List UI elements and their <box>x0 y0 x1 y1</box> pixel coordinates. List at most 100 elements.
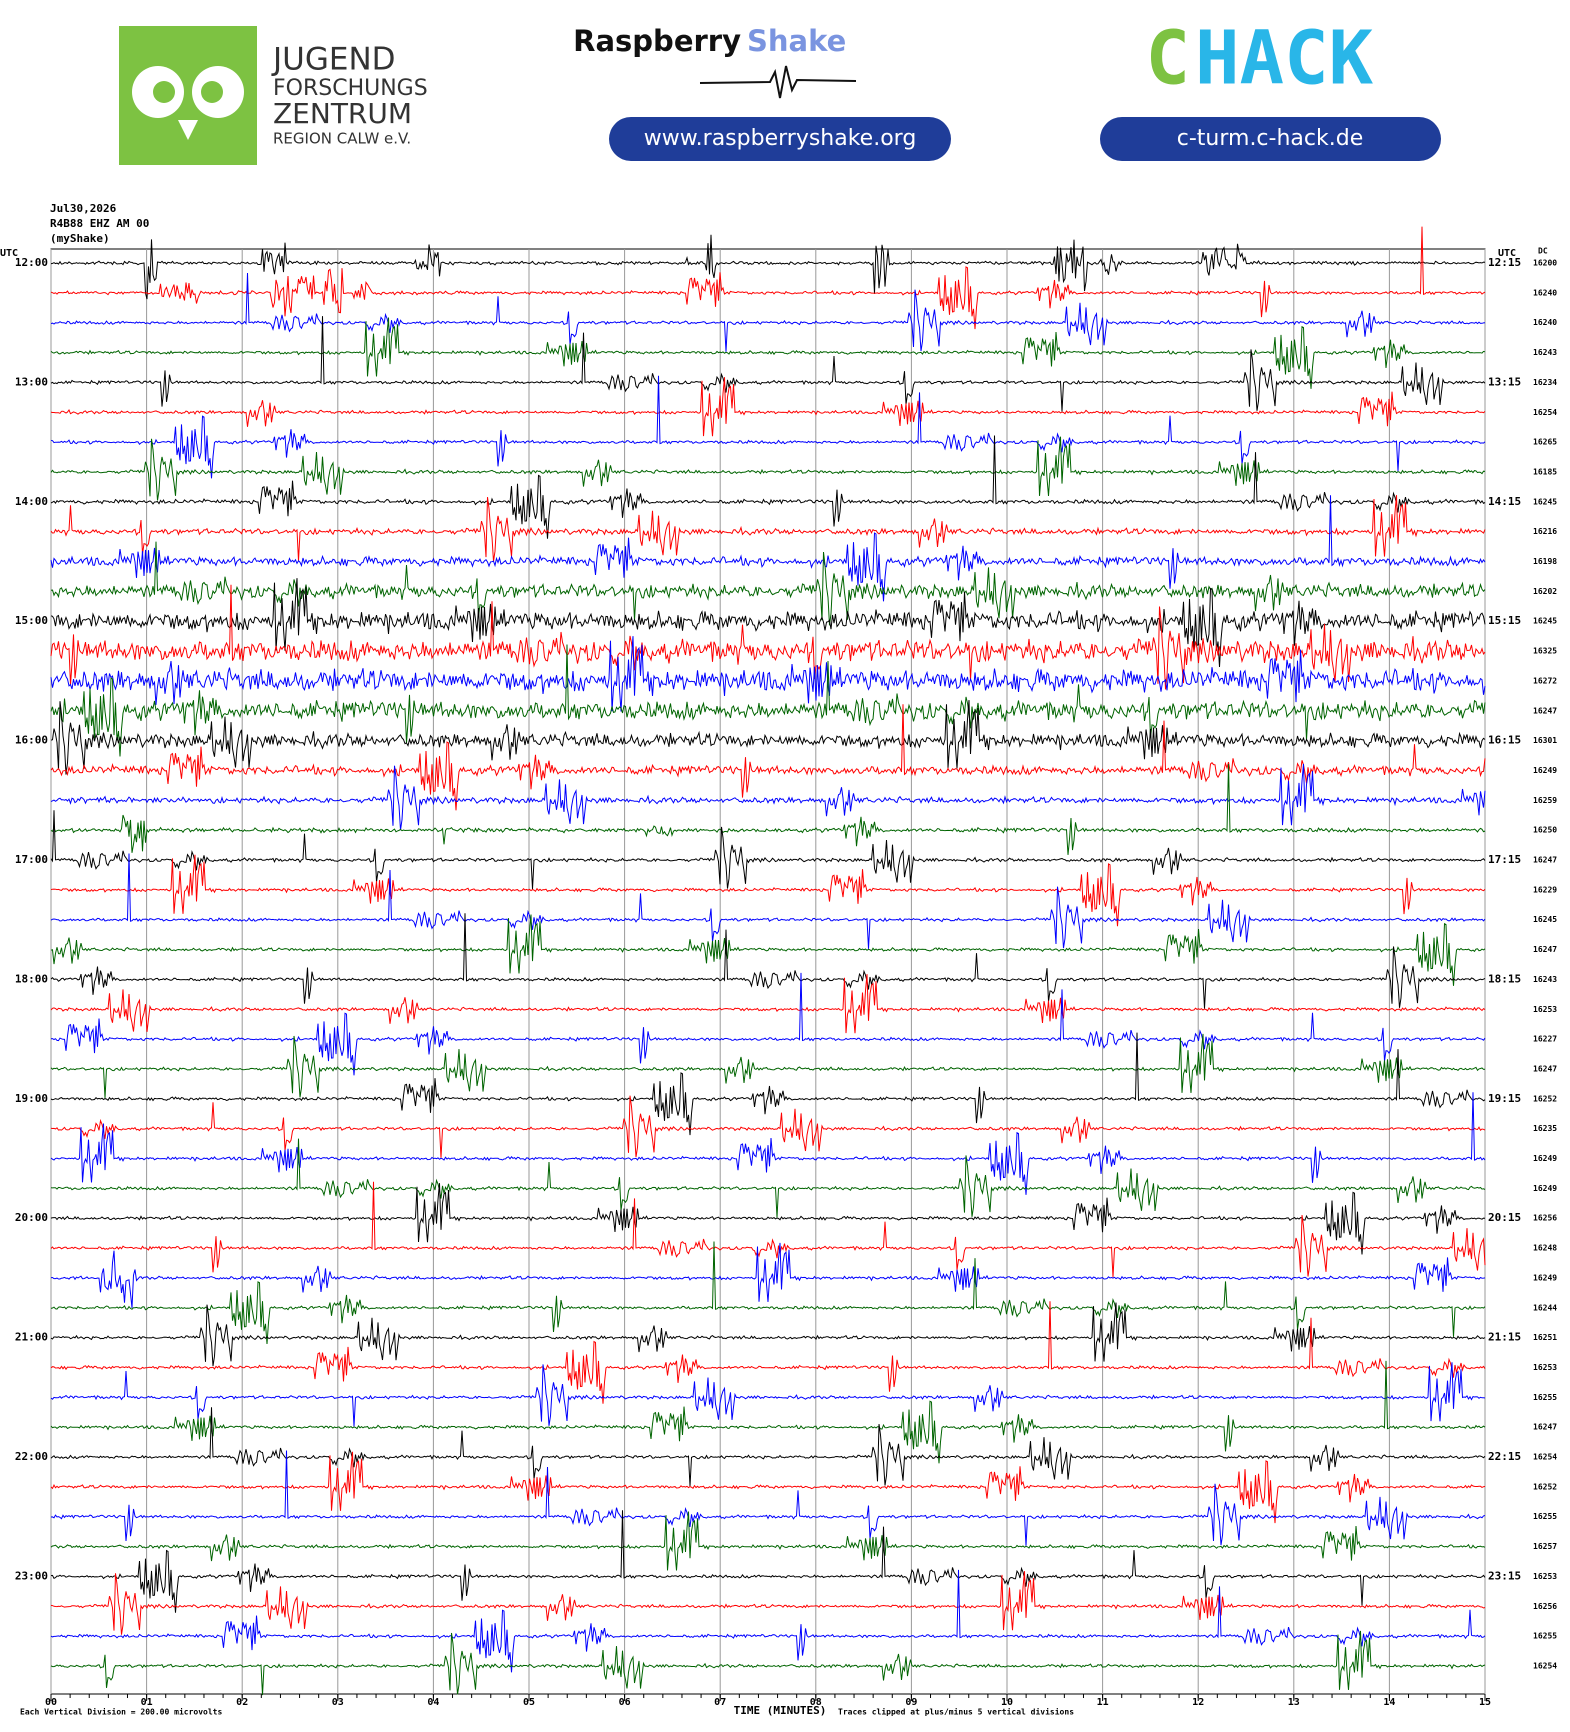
dc-value: 16254 <box>1533 408 1557 417</box>
trace <box>50 316 1486 412</box>
y-tick-label: 14:00 <box>15 495 48 508</box>
dc-value: 16255 <box>1533 1393 1557 1402</box>
trace <box>50 854 1486 927</box>
dc-value: 16253 <box>1533 1363 1557 1372</box>
right-tick-label: 19:15 <box>1488 1092 1521 1105</box>
jfz-text: JUGEND <box>271 42 396 78</box>
x-tick-label: 12 <box>1192 1697 1204 1708</box>
x-tick-label: 13 <box>1288 1697 1300 1708</box>
right-tick-label: 22:15 <box>1488 1450 1521 1463</box>
trace <box>50 914 1486 986</box>
scale-note: Each Vertical Division = 200.00 microvol… <box>20 1707 222 1717</box>
owl-pupil <box>201 81 223 103</box>
y-tick-label: 23:00 <box>15 1569 48 1582</box>
trace <box>50 317 1486 389</box>
trace <box>50 1630 1486 1696</box>
trace <box>50 1451 1486 1524</box>
trace <box>50 541 1486 626</box>
dc-value: 16252 <box>1533 1482 1557 1491</box>
trace <box>50 1569 1486 1673</box>
trace <box>50 644 1486 757</box>
right-unit: UTC <box>1498 248 1516 259</box>
chack-hack: HACK <box>1195 16 1374 102</box>
x-tick-label: 08 <box>810 1697 822 1708</box>
plot-frame <box>50 248 1486 1695</box>
dc-value: 16253 <box>1533 1005 1557 1014</box>
y-tick-label: 21:00 <box>15 1331 48 1344</box>
right-tick-label: 14:15 <box>1488 495 1521 508</box>
trace <box>50 972 1486 1076</box>
right-tick-label: 21:15 <box>1488 1331 1521 1344</box>
station: R4B88 EHZ AM 00 <box>50 217 149 230</box>
dc-value: 16253 <box>1533 1572 1557 1581</box>
right-tick-label: 18:15 <box>1488 972 1521 985</box>
right-tick-label: 15:15 <box>1488 614 1521 627</box>
jfz-text: FORSCHUNGS <box>273 76 428 101</box>
trace <box>50 810 1486 890</box>
dc-value: 16234 <box>1533 378 1557 387</box>
right-tick-label: 12:15 <box>1488 256 1521 269</box>
trace <box>50 272 1486 352</box>
url-text[interactable]: www.raspberryshake.org <box>644 126 917 151</box>
trace <box>50 1032 1486 1136</box>
dc-value: 16216 <box>1533 527 1557 536</box>
trace <box>50 1360 1486 1464</box>
trace <box>50 700 1486 775</box>
y-tick-label: 15:00 <box>15 614 48 627</box>
dc-value: 16255 <box>1533 1512 1557 1521</box>
x-tick-label: 03 <box>332 1697 344 1708</box>
dc-value: 16247 <box>1533 1423 1557 1432</box>
y-tick-label: 17:00 <box>15 853 48 866</box>
x-tick-label: 10 <box>1001 1697 1013 1708</box>
date: Jul30,2026 <box>50 202 117 215</box>
url-text[interactable]: c-turm.c-hack.de <box>1177 126 1363 151</box>
trace <box>50 578 1486 668</box>
trace <box>50 1407 1486 1487</box>
right-tick-label: 17:15 <box>1488 853 1521 866</box>
source: (myShake) <box>50 232 110 245</box>
x-tick-label: 04 <box>427 1697 439 1708</box>
dc-value: 16256 <box>1533 1214 1557 1223</box>
dc-value: 16249 <box>1533 1273 1557 1282</box>
x-tick-label: 15 <box>1479 1697 1491 1708</box>
dc-value: 16249 <box>1533 1154 1557 1163</box>
dc-value: 16247 <box>1533 945 1557 954</box>
url-pill[interactable] <box>1100 117 1441 161</box>
trace <box>50 1511 1486 1571</box>
x-tick-label: 09 <box>905 1697 917 1708</box>
rs-shake: Shake <box>747 24 846 58</box>
trace <box>50 1092 1486 1195</box>
traces <box>50 226 1486 1696</box>
dc-value: 16250 <box>1533 826 1557 835</box>
x-tick-label: 07 <box>714 1697 726 1708</box>
trace <box>50 1181 1486 1278</box>
url-pill[interactable] <box>609 117 951 161</box>
trace <box>50 435 1486 539</box>
trace <box>50 1302 1486 1367</box>
jfz-text: REGION CALW e.V. <box>273 130 411 148</box>
trace <box>50 1138 1486 1218</box>
trace <box>50 436 1486 501</box>
x-tick-label: 11 <box>1097 1697 1109 1708</box>
rs-name: Raspberry <box>573 24 741 58</box>
y-tick-label: 13:00 <box>15 375 48 388</box>
trace <box>50 636 1486 712</box>
chack-c: C <box>1145 16 1190 102</box>
dc-value: 16301 <box>1533 736 1557 745</box>
dc-value: 16325 <box>1533 647 1557 656</box>
trace <box>50 1183 1486 1255</box>
trace <box>50 375 1486 479</box>
dc-value: 16265 <box>1533 438 1557 447</box>
trace <box>50 1571 1486 1635</box>
rs-squiggle <box>699 65 857 99</box>
dc-value: 16245 <box>1533 497 1557 506</box>
x-tick-label: 14 <box>1383 1697 1395 1708</box>
left-unit: UTC <box>0 248 18 259</box>
trace <box>50 1510 1486 1613</box>
right-tick-label: 13:15 <box>1488 375 1521 388</box>
trace <box>50 1095 1486 1158</box>
dc-value: 16244 <box>1533 1303 1557 1312</box>
owl-pupil <box>153 81 175 103</box>
clip-note: Traces clipped at plus/minus 5 vertical … <box>838 1707 1074 1717</box>
x-tick-label: 01 <box>141 1697 153 1708</box>
